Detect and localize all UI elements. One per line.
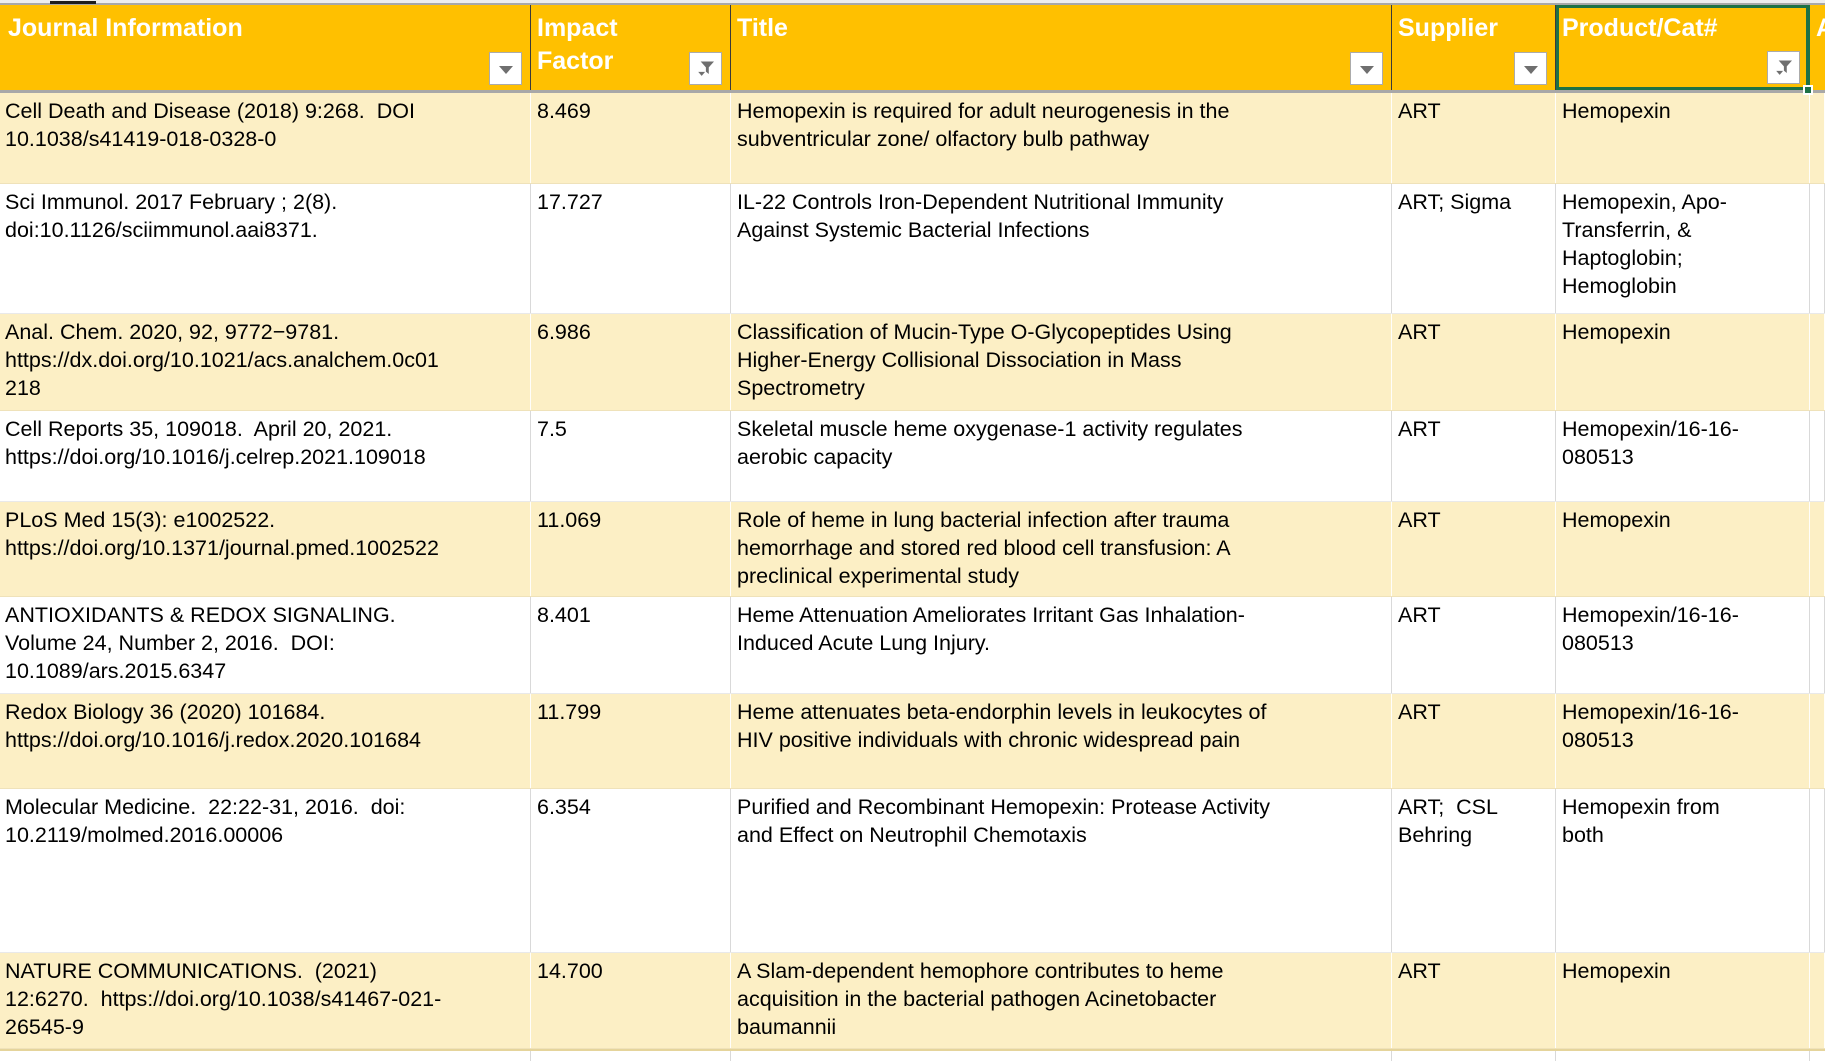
cell-product[interactable]: Hemopexin xyxy=(1556,953,1810,1048)
cell-title[interactable]: Heme Attenuation Ameliorates Irritant Ga… xyxy=(731,597,1392,693)
cell-journal[interactable]: Sci Immunol. 2017 February ; 2(8). doi:1… xyxy=(0,184,531,313)
cell-title[interactable]: IL-22 Controls Iron-Dependent Nutritiona… xyxy=(731,184,1392,313)
table-row: Redox Biology 36 (2020) 101684. https://… xyxy=(0,694,1825,789)
cell-title[interactable]: Hemopexin is required for adult neurogen… xyxy=(731,93,1392,183)
cell-next[interactable] xyxy=(1810,184,1825,313)
cell-next[interactable] xyxy=(1810,314,1825,410)
cell-next[interactable] xyxy=(1810,411,1825,501)
column-header-label: Impact Factor xyxy=(537,14,618,75)
column-header-label: A xyxy=(1816,12,1825,45)
column-header-supplier[interactable]: Supplier xyxy=(1392,5,1556,90)
cell-product[interactable]: Hemopexin/16-16- 080513 xyxy=(1556,597,1810,693)
cell-journal[interactable]: Molecular Medicine. 22:22-31, 2016. doi:… xyxy=(0,789,531,952)
cell-product[interactable]: Hemopexin xyxy=(1556,502,1810,596)
cell-supplier[interactable]: ART xyxy=(1392,502,1556,596)
cell-product[interactable]: Hemopexin xyxy=(1556,93,1810,183)
column-header-journal-information[interactable]: Journal Information xyxy=(0,5,531,90)
cell-journal[interactable]: Cell Death and Disease (2018) 9:268. DOI… xyxy=(0,93,531,183)
cell-supplier[interactable]: ART xyxy=(1392,314,1556,410)
cell-next[interactable] xyxy=(1810,597,1825,693)
cell-supplier[interactable]: ART xyxy=(1392,93,1556,183)
cell-title[interactable]: A Slam-dependent hemophore contributes t… xyxy=(731,953,1392,1048)
cell-supplier[interactable]: ART xyxy=(1392,597,1556,693)
cell-title[interactable]: Heme attenuates beta-endorphin levels in… xyxy=(731,694,1392,788)
column-header-label: Title xyxy=(737,14,788,42)
cell-impact[interactable]: 8.401 xyxy=(531,597,731,693)
chevron-down-icon xyxy=(1523,66,1538,74)
chevron-down-icon xyxy=(1359,66,1374,74)
cell-impact[interactable]: 17.727 xyxy=(531,184,731,313)
cell-journal[interactable]: ANTIOXIDANTS & REDOX SIGNALING. Volume 2… xyxy=(0,597,531,693)
chevron-down-icon xyxy=(498,66,513,74)
cell-title[interactable]: Purified and Recombinant Hemopexin: Prot… xyxy=(731,789,1392,952)
cell-impact[interactable]: 6.986 xyxy=(531,314,731,410)
table-body: Cell Death and Disease (2018) 9:268. DOI… xyxy=(0,93,1825,1049)
cell-journal[interactable]: Redox Biology 36 (2020) 101684. https://… xyxy=(0,694,531,788)
table-row: Sci Immunol. 2017 February ; 2(8). doi:1… xyxy=(0,184,1825,314)
table-row: ANTIOXIDANTS & REDOX SIGNALING. Volume 2… xyxy=(0,597,1825,694)
column-header-label: Product/Cat# xyxy=(1562,14,1718,42)
column-header-impact-factor[interactable]: Impact Factor xyxy=(531,5,731,90)
cell-impact[interactable]: 14.700 xyxy=(531,953,731,1048)
cell-impact[interactable]: 7.5 xyxy=(531,411,731,501)
table-row: Anal. Chem. 2020, 92, 9772−9781. https:/… xyxy=(0,314,1825,411)
cell-next[interactable] xyxy=(1810,502,1825,596)
cell-journal[interactable]: Cell Reports 35, 109018. April 20, 2021.… xyxy=(0,411,531,501)
table-row: Cell Reports 35, 109018. April 20, 2021.… xyxy=(0,411,1825,502)
cell-product[interactable]: Hemopexin/16-16- 080513 xyxy=(1556,694,1810,788)
cell-supplier[interactable]: ART xyxy=(1392,411,1556,501)
column-header-product-cat[interactable]: Product/Cat# xyxy=(1556,5,1810,90)
cell-journal[interactable]: Anal. Chem. 2020, 92, 9772−9781. https:/… xyxy=(0,314,531,410)
cell-impact[interactable]: 11.069 xyxy=(531,502,731,596)
column-header-title[interactable]: Title xyxy=(731,5,1392,90)
cell-next[interactable] xyxy=(1810,953,1825,1048)
table-row: NATURE COMMUNICATIONS. (2021) 12:6270. h… xyxy=(0,953,1825,1049)
table-row: PLoS Med 15(3): e1002522. https://doi.or… xyxy=(0,502,1825,597)
cell-impact[interactable]: 11.799 xyxy=(531,694,731,788)
top-edge-mark xyxy=(50,1,96,4)
cell-supplier[interactable]: ART; CSL Behring xyxy=(1392,789,1556,952)
funnel-icon xyxy=(697,60,714,76)
cell-title[interactable]: Role of heme in lung bacterial infection… xyxy=(731,502,1392,596)
cell-next[interactable] xyxy=(1810,789,1825,952)
cell-journal[interactable]: PLoS Med 15(3): e1002522. https://doi.or… xyxy=(0,502,531,596)
cell-product[interactable]: Hemopexin from both xyxy=(1556,789,1810,952)
filter-button-product-cat[interactable] xyxy=(1767,51,1800,84)
cell-product[interactable]: Hemopexin xyxy=(1556,314,1810,410)
funnel-icon xyxy=(1775,59,1792,75)
column-header-next-partial[interactable]: A xyxy=(1810,5,1825,90)
cell-title[interactable]: Classification of Mucin-Type O-Glycopept… xyxy=(731,314,1392,410)
cell-next[interactable] xyxy=(1810,694,1825,788)
top-edge-strip xyxy=(0,0,1825,5)
cell-impact[interactable]: 8.469 xyxy=(531,93,731,183)
cell-supplier[interactable]: ART xyxy=(1392,694,1556,788)
fill-handle[interactable] xyxy=(1803,85,1813,95)
header-underline xyxy=(0,90,1825,93)
column-header-label: Journal Information xyxy=(8,14,243,42)
table-header-row: Journal Information Impact Factor Title … xyxy=(0,5,1825,90)
filter-button-title[interactable] xyxy=(1350,52,1383,85)
bottom-edge-strip xyxy=(0,1049,1825,1061)
cell-title[interactable]: Skeletal muscle heme oxygenase-1 activit… xyxy=(731,411,1392,501)
filter-button-impact-factor[interactable] xyxy=(689,52,722,85)
table-row: Molecular Medicine. 22:22-31, 2016. doi:… xyxy=(0,789,1825,953)
filter-button-supplier[interactable] xyxy=(1514,52,1547,85)
cell-supplier[interactable]: ART; Sigma xyxy=(1392,184,1556,313)
cell-impact[interactable]: 6.354 xyxy=(531,789,731,952)
cell-product[interactable]: Hemopexin, Apo- Transferrin, & Haptoglob… xyxy=(1556,184,1810,313)
table-row: Cell Death and Disease (2018) 9:268. DOI… xyxy=(0,93,1825,184)
column-header-label: Supplier xyxy=(1398,14,1499,42)
filter-button-journal-information[interactable] xyxy=(489,52,522,85)
cell-product[interactable]: Hemopexin/16-16- 080513 xyxy=(1556,411,1810,501)
cell-next[interactable] xyxy=(1810,93,1825,183)
cell-supplier[interactable]: ART xyxy=(1392,953,1556,1048)
cell-journal[interactable]: NATURE COMMUNICATIONS. (2021) 12:6270. h… xyxy=(0,953,531,1048)
